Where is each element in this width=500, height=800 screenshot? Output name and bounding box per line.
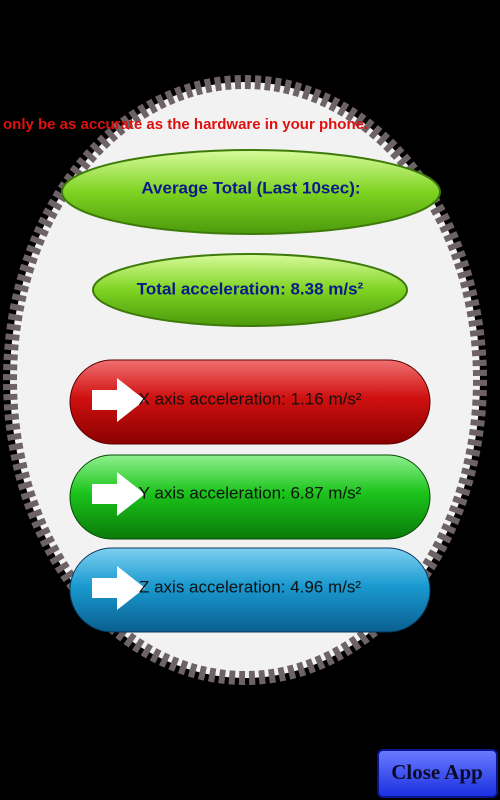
x-axis-button[interactable]: X axis acceleration: 1.16 m/s² (69, 359, 431, 445)
y-axis-button[interactable]: Y axis acceleration: 6.87 m/s² (69, 454, 431, 540)
marquee-text: only be as accurate as the hardware in y… (3, 116, 368, 133)
average-label: Average Total (Last 10sec): (141, 178, 360, 197)
x-axis-label: X axis acceleration: 1.16 m/s² (139, 389, 362, 408)
total-label: Total acceleration: 8.38 m/s² (137, 279, 364, 298)
z-axis-button[interactable]: Z axis acceleration: 4.96 m/s² (69, 547, 431, 633)
y-axis-label: Y axis acceleration: 6.87 m/s² (139, 483, 362, 502)
average-button[interactable]: Average Total (Last 10sec): (61, 149, 441, 235)
close-button[interactable]: Close App (377, 749, 498, 798)
z-axis-label: Z axis acceleration: 4.96 m/s² (139, 577, 361, 596)
close-label: Close App (391, 760, 483, 784)
total-button[interactable]: Total acceleration: 8.38 m/s² (92, 253, 408, 327)
